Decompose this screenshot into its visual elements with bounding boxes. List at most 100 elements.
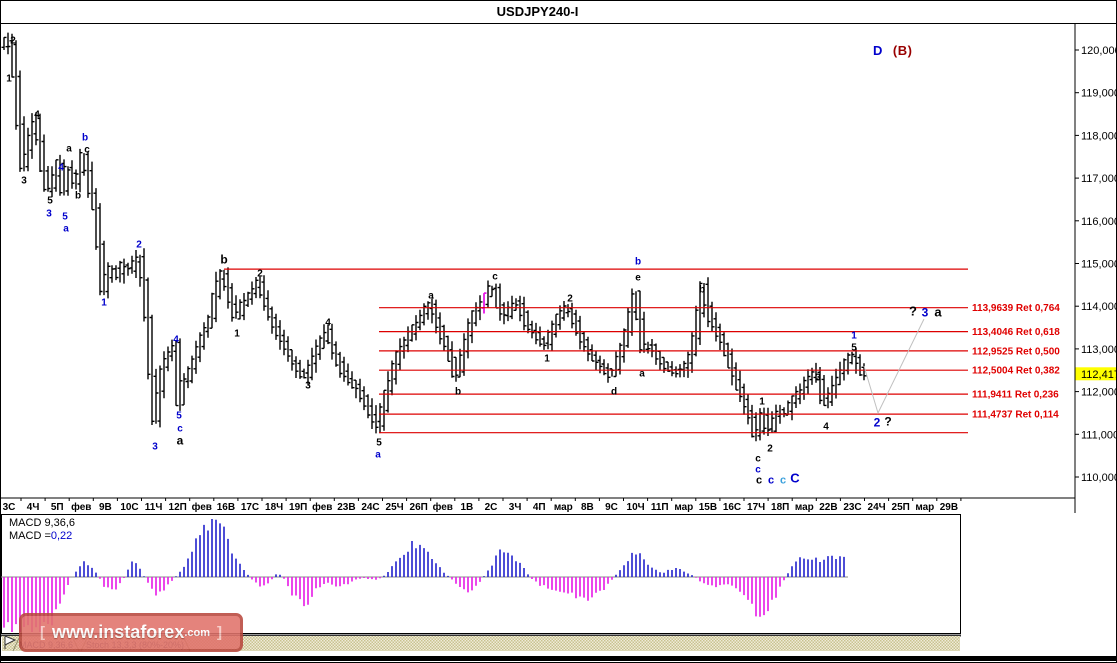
fib-label: 113,9639 Ret 0,764 xyxy=(972,303,1060,314)
title-separator xyxy=(1,23,1116,24)
wave-label: 4 xyxy=(823,422,829,433)
wave-label: b xyxy=(82,133,88,144)
macd-value-prefix: MACD = xyxy=(9,530,51,542)
macd-current-value: 0,22 xyxy=(50,530,73,542)
date-label: 19П xyxy=(289,502,307,513)
wave-label: 2 xyxy=(136,240,142,251)
date-label: 5П xyxy=(51,502,64,513)
price-tick-label: 120,000 xyxy=(1081,45,1117,57)
wave-label: a xyxy=(177,434,184,448)
wave-label: 2 xyxy=(767,444,773,455)
fib-label: 111,4737 Ret 0,114 xyxy=(972,410,1059,421)
date-label: 4Ч xyxy=(27,502,40,513)
instaforex-logo[interactable]: [www.instaforex .com] xyxy=(19,613,243,652)
wave-label: d xyxy=(611,387,617,398)
wave-label: 1 xyxy=(544,354,550,365)
date-label: 26П xyxy=(410,502,428,513)
wave-label: a xyxy=(375,450,381,461)
wave-label: 1 xyxy=(851,331,857,342)
date-label: 18Ч xyxy=(265,502,283,513)
macd-indicator-labels: MACD 9,36,6 MACD =0,22 xyxy=(9,517,75,543)
date-label: мар xyxy=(795,502,814,513)
macd-histogram-positive xyxy=(75,519,845,577)
wave-label: c xyxy=(84,145,90,156)
date-label: 25П xyxy=(892,502,910,513)
price-tick-label: 111,000 xyxy=(1081,429,1117,441)
date-label: 11П xyxy=(651,502,669,513)
wave-label: 1 xyxy=(759,397,765,408)
wave-label: 5 xyxy=(851,343,857,354)
date-label: фев xyxy=(312,501,332,513)
wave-d-label: D xyxy=(873,43,883,58)
tab-strip-flag-icon xyxy=(4,635,17,649)
current-price-label: 112,417 xyxy=(1081,369,1117,381)
date-label: 2С xyxy=(485,502,498,513)
wave-label: b xyxy=(455,387,461,398)
wave-label: 1 xyxy=(6,74,12,85)
price-tick-label: 117,000 xyxy=(1081,173,1117,185)
wave-label: 1 xyxy=(234,329,240,340)
date-label: 22В xyxy=(819,502,837,513)
wave-label: a xyxy=(66,144,72,155)
logo-tld: .com xyxy=(184,626,211,639)
wave-label: 3 xyxy=(46,209,52,220)
wave-label: 3 xyxy=(922,306,929,320)
wave-label: 2 xyxy=(10,36,16,47)
date-label: 3С xyxy=(3,502,16,513)
window-bottom-border xyxy=(1,656,1116,661)
wave-label: 3 xyxy=(815,373,821,384)
wave-label: 4 xyxy=(173,335,179,346)
fib-label: 113,4046 Ret 0,618 xyxy=(972,327,1060,338)
date-label: 1В xyxy=(461,502,474,513)
date-label: 17С xyxy=(241,502,259,513)
wave-label: b xyxy=(635,257,641,268)
wave-label: c xyxy=(768,475,774,487)
date-label: мар xyxy=(554,502,573,513)
date-label: 15В xyxy=(699,502,717,513)
date-label: 25Ч xyxy=(386,502,404,513)
wave-label: 4 xyxy=(58,163,64,174)
date-label: 23В xyxy=(337,502,355,513)
date-label: 23С xyxy=(843,502,861,513)
date-label: 16В xyxy=(217,502,235,513)
wave-label: ? xyxy=(909,304,917,319)
date-label: 24Ч xyxy=(868,502,886,513)
date-label: 9В xyxy=(99,502,112,513)
date-label: 11Ч xyxy=(145,502,163,513)
macd-histogram-negative xyxy=(3,577,785,632)
wave-label: 5 xyxy=(62,212,68,223)
price-bars xyxy=(1,32,867,442)
wave-label: 5 xyxy=(376,438,382,449)
date-label: 12П xyxy=(169,502,187,513)
price-tick-label: 115,000 xyxy=(1081,259,1117,271)
macd-params-label: MACD 9,36,6 xyxy=(9,517,76,529)
wave-label: b xyxy=(75,191,81,202)
date-label: 18П xyxy=(771,502,789,513)
wave-label: 2 xyxy=(257,269,263,280)
date-label: 4П xyxy=(533,502,546,513)
wave-label: 3 xyxy=(21,176,27,187)
date-label: 29В xyxy=(940,502,958,513)
price-tick-label: 116,000 xyxy=(1081,216,1117,228)
date-label: 3Ч xyxy=(509,502,522,513)
wave-label: 5 xyxy=(47,196,53,207)
price-tick-label: 119,000 xyxy=(1081,88,1117,100)
wave-label: c xyxy=(492,272,498,283)
price-tick-label: 112,000 xyxy=(1081,387,1117,399)
wave-b-label: (B) xyxy=(892,43,913,58)
wave-label: 4 xyxy=(34,110,40,121)
logo-bracket-right: ] xyxy=(217,624,223,641)
wave-label: a xyxy=(934,305,942,320)
highlighted-bar xyxy=(481,292,487,314)
date-label: мар xyxy=(674,502,693,513)
price-tick-label: 114,000 xyxy=(1081,301,1117,313)
date-label: 8В xyxy=(581,502,594,513)
projection-line xyxy=(863,318,925,415)
fib-label: 112,9525 Ret 0,500 xyxy=(972,346,1060,357)
wave-label: 3 xyxy=(305,381,311,392)
wave-label: c xyxy=(755,465,761,476)
chart-title: USDJPY240-I xyxy=(496,4,579,19)
logo-domain: www.instaforex xyxy=(51,622,185,642)
